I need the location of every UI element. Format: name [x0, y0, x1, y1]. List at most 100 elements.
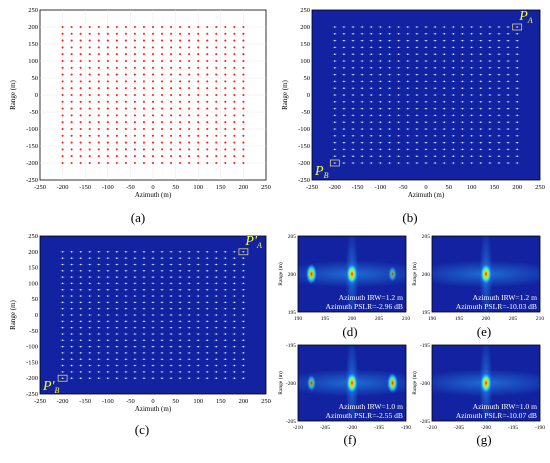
- target-point: [407, 39, 409, 42]
- target-point: [452, 73, 455, 76]
- target-point: [197, 251, 199, 253]
- target-point: [489, 107, 491, 110]
- target-point: [161, 364, 163, 367]
- scatter-point: [151, 121, 155, 124]
- target-point: [98, 270, 100, 272]
- target-point: [107, 358, 109, 360]
- scatter-point: [188, 121, 191, 124]
- target-point: [425, 46, 427, 49]
- scatter-point: [206, 25, 209, 29]
- target-point: [379, 101, 382, 103]
- target-point: [416, 53, 418, 55]
- scatter-point: [115, 148, 118, 151]
- target-point: [479, 87, 482, 89]
- scatter-point: [170, 107, 173, 110]
- target-point: [498, 46, 500, 49]
- target-label-a-sub: A: [527, 16, 533, 25]
- frame: [431, 344, 541, 422]
- target-point: [233, 288, 236, 291]
- scatter-point: [124, 32, 127, 35]
- target-point: [334, 162, 336, 164]
- target-point: [479, 148, 482, 151]
- target-point: [397, 148, 400, 151]
- scatter-point: [142, 121, 146, 124]
- scatter-point: [197, 127, 200, 131]
- target-point: [452, 46, 455, 49]
- target-point: [452, 141, 455, 144]
- scatter-point: [160, 80, 164, 83]
- scatter-point: [170, 87, 173, 90]
- scatter-point: [79, 141, 82, 144]
- target-point: [152, 307, 154, 310]
- target-point: [88, 270, 91, 272]
- target-point: [334, 87, 336, 89]
- y-tick-label: 200: [28, 24, 38, 31]
- scatter-point: [61, 73, 64, 76]
- scatter-point: [224, 127, 227, 131]
- scatter-point: [179, 127, 182, 131]
- scatter-point: [70, 155, 73, 158]
- scatter-point: [160, 73, 164, 76]
- target-point: [206, 301, 208, 304]
- target-point: [125, 371, 127, 373]
- scatter-point: [70, 46, 73, 49]
- target-point: [452, 33, 455, 35]
- target-point: [370, 67, 373, 69]
- scatter-point: [124, 148, 127, 151]
- target-point: [425, 26, 427, 28]
- target-point: [361, 87, 363, 89]
- target-point: [452, 107, 455, 110]
- target-point: [79, 326, 82, 329]
- target-point: [352, 73, 354, 76]
- target-response: [480, 372, 492, 394]
- target-point: [188, 295, 190, 297]
- scatter-point: [133, 127, 136, 131]
- target-point: [98, 345, 100, 348]
- target-point: [443, 114, 445, 117]
- scatter-point: [61, 32, 64, 35]
- target-point: [188, 276, 190, 278]
- scatter-point: [170, 134, 173, 137]
- scatter-point: [188, 87, 191, 90]
- irw-annotation: Azimuth IRW=1.2 m: [339, 293, 403, 302]
- target-point: [143, 339, 145, 342]
- scatter-point: [170, 66, 173, 69]
- target-point: [61, 339, 64, 342]
- target-point: [334, 53, 336, 55]
- target-point: [197, 377, 199, 379]
- scatter-point: [206, 107, 209, 110]
- scatter-point: [242, 107, 245, 110]
- target-point: [224, 364, 227, 367]
- scatter-point: [124, 25, 127, 29]
- scatter-point: [124, 121, 127, 124]
- target-point: [242, 339, 245, 342]
- target-point: [434, 101, 436, 103]
- target-point: [379, 67, 382, 69]
- scatter-point: [224, 93, 227, 97]
- target-point: [134, 326, 136, 329]
- target-point: [370, 53, 373, 55]
- scatter-point: [206, 46, 209, 49]
- target-point: [479, 53, 482, 55]
- target-point: [179, 263, 181, 266]
- target-point: [79, 288, 82, 291]
- target-point: [416, 141, 418, 144]
- target-point: [70, 270, 73, 272]
- scatter-point: [106, 59, 109, 63]
- target-point: [407, 107, 409, 110]
- target-point: [407, 26, 409, 28]
- scatter-point: [224, 121, 227, 124]
- target-point: [152, 320, 154, 323]
- scatter-point: [170, 32, 173, 35]
- scatter-point: [197, 155, 200, 158]
- target-point: [397, 135, 400, 137]
- target-point: [161, 339, 163, 342]
- scatter-point: [215, 148, 218, 151]
- target-point: [125, 326, 127, 329]
- x-tick-label: -100: [102, 184, 114, 191]
- target-point: [79, 282, 82, 285]
- scatter-point: [97, 107, 100, 110]
